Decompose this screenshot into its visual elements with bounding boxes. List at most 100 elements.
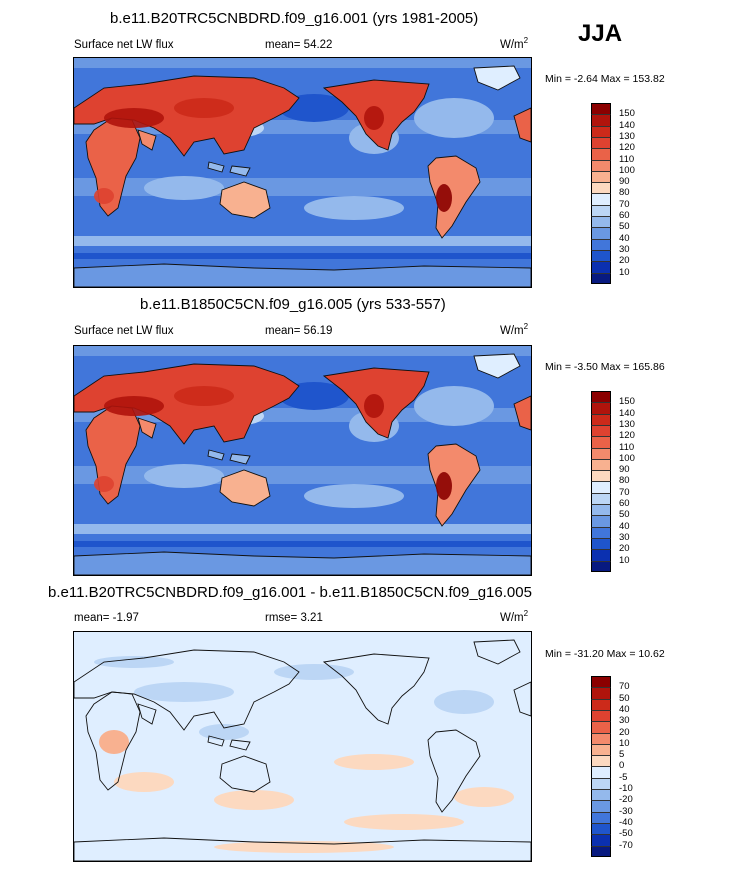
colorbar-swatch — [591, 811, 611, 824]
panel-1-minmax: Min = -2.64 Max = 153.82 — [545, 73, 665, 85]
panel-1-units: W/m2 — [500, 36, 529, 51]
panel-2-field-label: Surface net LW flux — [74, 325, 174, 337]
panel-3-rmse-label: rmse= 3.21 — [265, 612, 323, 624]
panel-3-units: W/m2 — [500, 609, 529, 624]
colorbar-tick-label: 80 — [619, 187, 630, 199]
colorbar-swatch — [591, 822, 611, 835]
colorbar-swatch — [591, 549, 611, 561]
colorbar-swatch — [591, 125, 611, 138]
colorbar-tick-label: 110 — [619, 441, 635, 453]
season-label: JJA — [578, 20, 623, 47]
panel-2-units: W/m2 — [500, 322, 529, 337]
colorbar-tick-label: 80 — [619, 475, 630, 487]
colorbar-swatch — [591, 834, 611, 846]
colorbar-tick-label: 40 — [619, 232, 630, 244]
colorbar-swatch — [591, 193, 611, 206]
panel-2-minmax: Min = -3.50 Max = 165.86 — [545, 361, 665, 373]
colorbar-tick-label: 30 — [619, 243, 630, 255]
colorbar-tick-label: -20 — [619, 794, 633, 806]
colorbar-tick-label: 150 — [619, 108, 635, 120]
colorbar-tick-label: 5 — [619, 749, 625, 761]
colorbar-swatch — [591, 447, 611, 460]
colorbar-tick-label: -70 — [619, 839, 633, 851]
colorbar-tick-label: 40 — [619, 520, 630, 532]
colorbar-swatch — [591, 227, 611, 240]
panel-3-map — [73, 631, 532, 862]
colorbar-tick-label: 40 — [619, 703, 630, 715]
colorbar-swatch — [591, 721, 611, 733]
panel-3-title: b.e11.B20TRC5CNBDRD.f09_g16.001 - b.e11.… — [48, 584, 532, 601]
colorbar-tick-label: 130 — [619, 130, 635, 142]
colorbar-swatch — [591, 114, 611, 127]
panel-3-minmax: Min = -31.20 Max = 10.62 — [545, 648, 665, 660]
colorbar-tick-label: 70 — [619, 681, 630, 693]
panel-3-mean-label: mean= -1.97 — [74, 612, 139, 624]
colorbar-swatch — [591, 777, 611, 790]
colorbar-tick-label: 30 — [619, 715, 630, 727]
colorbar-tick-label: -10 — [619, 783, 633, 794]
colorbar-tick-label: 120 — [619, 430, 635, 442]
colorbar-swatch — [591, 436, 611, 448]
colorbar-swatch — [591, 424, 611, 437]
colorbar-tick-label: 60 — [619, 498, 630, 509]
colorbar-swatch — [591, 526, 611, 539]
colorbar-tick-label: 140 — [619, 407, 635, 419]
colorbar-tick-label: 10 — [619, 554, 630, 566]
colorbar-swatch — [591, 766, 611, 779]
colorbar-swatch — [591, 800, 611, 813]
colorbar-swatch — [591, 515, 611, 528]
colorbar-tick-label: 10 — [619, 737, 630, 749]
panel-1-field-label: Surface net LW flux — [74, 39, 174, 51]
colorbar-swatch — [591, 249, 611, 262]
colorbar-swatch — [591, 391, 611, 403]
colorbar-swatch — [591, 458, 611, 471]
colorbar-swatch — [591, 698, 611, 711]
colorbar-tick-label: 20 — [619, 726, 630, 738]
colorbar-swatch — [591, 170, 611, 183]
panel-2-map — [73, 345, 532, 576]
colorbar-tick-label: 10 — [619, 266, 630, 278]
colorbar-swatch — [591, 216, 611, 228]
colorbar-tick-label: 70 — [619, 198, 630, 210]
colorbar-tick-label: 130 — [619, 418, 635, 430]
colorbar-tick-label: -5 — [619, 771, 628, 783]
colorbar-swatch — [591, 481, 611, 494]
colorbar-tick-label: -40 — [619, 816, 633, 828]
colorbar-swatch — [591, 687, 611, 700]
colorbar-swatch — [591, 182, 611, 194]
colorbar-tick-label: 140 — [619, 119, 635, 131]
colorbar-swatch — [591, 709, 611, 722]
colorbar-tick-label: 60 — [619, 210, 630, 221]
colorbar-swatch — [591, 537, 611, 550]
colorbar-tick-label: 120 — [619, 142, 635, 154]
colorbar-swatch — [591, 732, 611, 745]
panel-1-colorbar: 150 140 130 120 110 100 90 80 70 60 50 40 30 20 10 — [591, 103, 651, 286]
colorbar-tick-label: 90 — [619, 464, 630, 476]
colorbar-swatch — [591, 103, 611, 115]
colorbar-tick-label: -50 — [619, 828, 633, 840]
colorbar-swatch — [591, 402, 611, 415]
colorbar-swatch — [591, 676, 611, 688]
colorbar-swatch — [591, 492, 611, 505]
colorbar-tick-label: 70 — [619, 486, 630, 498]
colorbar-swatch — [591, 148, 611, 160]
colorbar-swatch — [591, 789, 611, 801]
panel-1-map — [73, 57, 532, 288]
colorbar-tick-label: 150 — [619, 396, 635, 408]
panel-2-title: b.e11.B1850C5CN.f09_g16.005 (yrs 533-557… — [140, 296, 446, 313]
colorbar-swatch — [591, 204, 611, 217]
colorbar-tick-label: 0 — [619, 760, 625, 772]
colorbar-swatch — [591, 845, 611, 858]
colorbar-tick-label: 100 — [619, 164, 635, 176]
colorbar-tick-label: 50 — [619, 221, 630, 233]
colorbar-tick-label: 30 — [619, 531, 630, 543]
colorbar-tick-label: 20 — [619, 255, 630, 267]
colorbar-tick-label: -30 — [619, 805, 633, 817]
colorbar-swatch — [591, 743, 611, 756]
panel-2-mean-label: mean= 56.19 — [265, 325, 333, 337]
panel-2-colorbar: 150 140 130 120 110 100 90 80 70 60 50 40 30 20 10 — [591, 391, 651, 574]
colorbar-swatch — [591, 413, 611, 426]
colorbar-tick-label: 100 — [619, 452, 635, 464]
colorbar-swatch — [591, 504, 611, 516]
panel-1-title: b.e11.B20TRC5CNBDRD.f09_g16.001 (yrs 198… — [110, 10, 479, 27]
